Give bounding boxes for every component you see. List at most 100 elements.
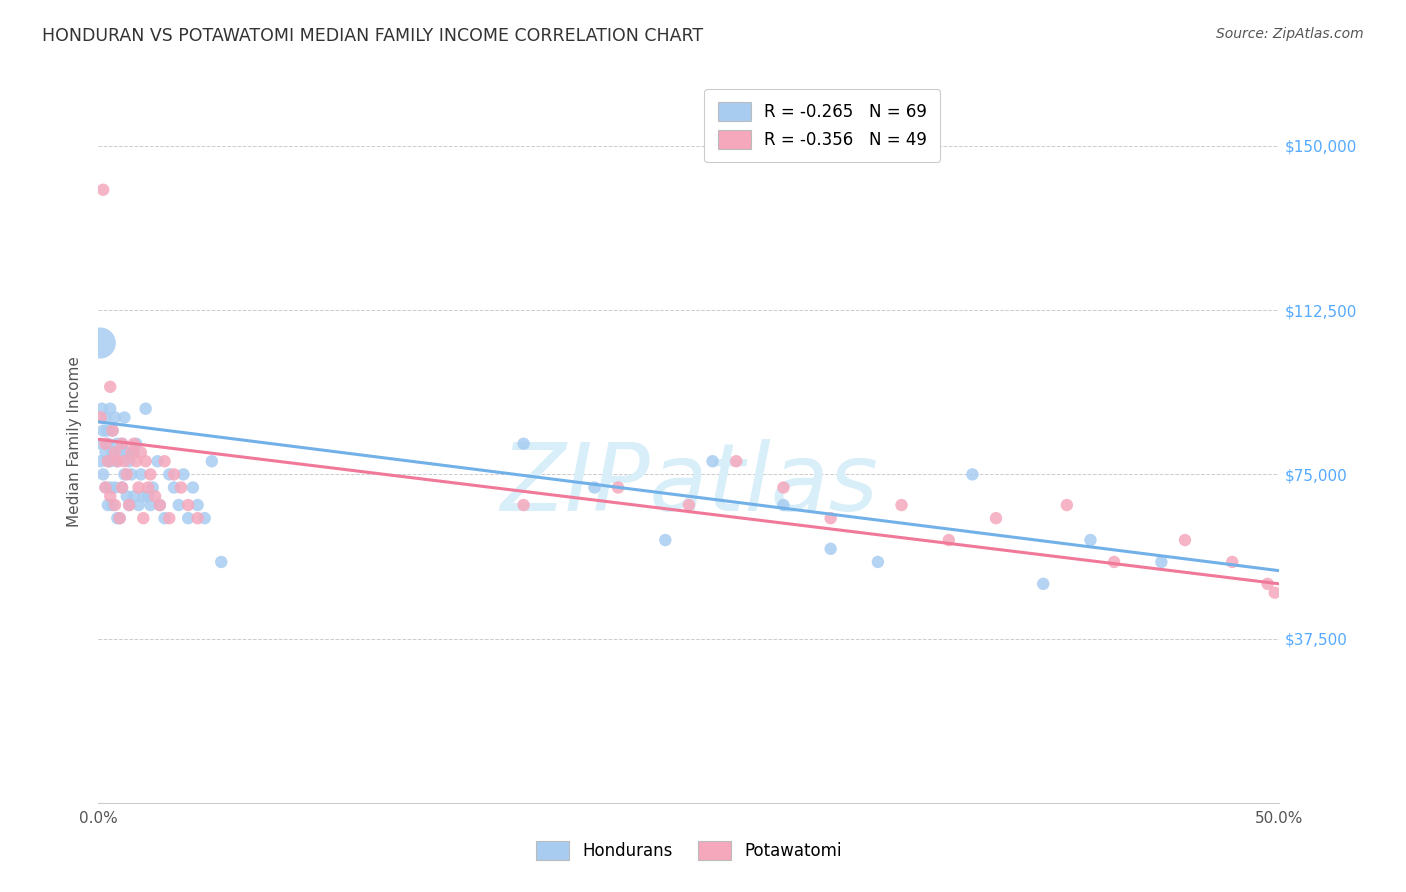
Point <box>128 498 150 512</box>
Point <box>122 489 145 503</box>
Point <box>112 467 135 482</box>
Point <box>135 454 157 468</box>
Point <box>97 454 120 468</box>
Point <box>98 401 121 416</box>
Point <box>122 445 145 459</box>
Point <box>101 424 124 438</box>
Point <box>111 481 134 495</box>
Point <box>91 424 114 438</box>
Point <box>583 481 606 495</box>
Point <box>89 336 111 351</box>
Point <box>149 498 172 512</box>
Point <box>139 467 162 482</box>
Text: HONDURAN VS POTAWATOMI MEDIAN FAMILY INCOME CORRELATION CHART: HONDURAN VS POTAWATOMI MEDIAN FAMILY INC… <box>42 27 703 45</box>
Point <box>108 511 131 525</box>
Point <box>1056 498 1078 512</box>
Point <box>121 467 143 482</box>
Point <box>91 467 114 482</box>
Point <box>866 555 889 569</box>
Point <box>97 454 120 468</box>
Point <box>115 489 138 503</box>
Point <box>772 481 794 495</box>
Point <box>172 467 194 482</box>
Point <box>209 555 232 569</box>
Point <box>820 541 842 556</box>
Legend: Hondurans, Potawatomi: Hondurans, Potawatomi <box>529 834 849 867</box>
Point <box>91 401 114 416</box>
Point <box>1174 533 1197 547</box>
Point <box>177 498 200 512</box>
Point <box>105 454 128 468</box>
Point <box>136 489 159 503</box>
Point <box>125 436 148 450</box>
Point <box>105 511 128 525</box>
Point <box>163 467 186 482</box>
Point <box>129 445 152 459</box>
Point <box>702 454 724 468</box>
Point <box>820 511 842 525</box>
Point <box>153 511 176 525</box>
Point <box>149 498 172 512</box>
Point <box>115 467 138 482</box>
Point <box>94 445 117 459</box>
Point <box>177 511 200 525</box>
Point <box>122 436 145 450</box>
Point <box>96 424 118 438</box>
Point <box>129 467 152 482</box>
Point <box>105 454 128 468</box>
Point <box>157 511 180 525</box>
Point <box>115 445 138 459</box>
Point <box>121 445 143 459</box>
Point <box>1257 577 1279 591</box>
Point <box>104 481 127 495</box>
Point <box>163 481 186 495</box>
Point <box>128 481 150 495</box>
Point <box>142 481 165 495</box>
Point <box>108 445 131 459</box>
Y-axis label: Median Family Income: Median Family Income <box>67 356 83 527</box>
Point <box>90 454 112 468</box>
Point <box>153 454 176 468</box>
Text: Source: ZipAtlas.com: Source: ZipAtlas.com <box>1216 27 1364 41</box>
Point <box>94 481 117 495</box>
Point <box>105 436 128 450</box>
Point <box>98 481 121 495</box>
Point <box>112 410 135 425</box>
Point <box>139 498 162 512</box>
Point <box>104 445 127 459</box>
Point <box>91 183 114 197</box>
Point <box>725 454 748 468</box>
Point <box>143 489 166 503</box>
Point <box>111 436 134 450</box>
Text: ZIPatlas: ZIPatlas <box>501 440 877 531</box>
Point <box>112 454 135 468</box>
Point <box>125 454 148 468</box>
Point <box>90 436 112 450</box>
Point <box>104 498 127 512</box>
Point <box>94 481 117 495</box>
Point <box>101 424 124 438</box>
Point <box>890 498 912 512</box>
Point <box>157 467 180 482</box>
Point <box>1150 555 1173 569</box>
Point <box>132 511 155 525</box>
Point <box>607 481 630 495</box>
Point <box>104 410 127 425</box>
Point <box>201 454 224 468</box>
Point <box>167 498 190 512</box>
Point <box>187 498 209 512</box>
Point <box>772 498 794 512</box>
Point <box>94 436 117 450</box>
Point <box>101 445 124 459</box>
Point <box>512 498 534 512</box>
Point <box>135 401 157 416</box>
Point <box>98 380 121 394</box>
Point <box>678 498 700 512</box>
Point <box>938 533 960 547</box>
Point <box>108 511 131 525</box>
Point <box>132 489 155 503</box>
Point <box>111 481 134 495</box>
Point <box>187 511 209 525</box>
Point <box>654 533 676 547</box>
Point <box>111 436 134 450</box>
